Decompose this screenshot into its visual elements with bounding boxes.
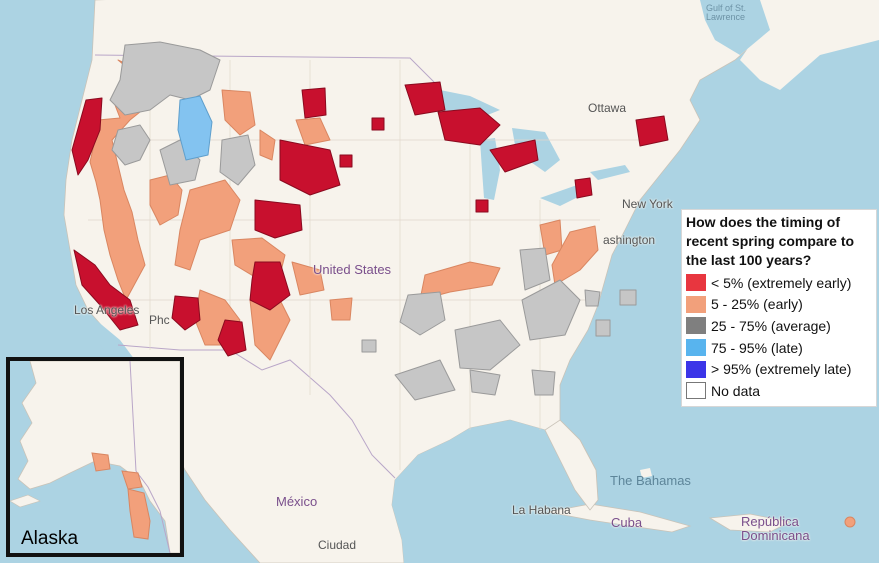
legend-label: 75 - 95% (late) [711,339,803,356]
region-average[interactable] [584,289,601,307]
alaska-coast-islands [10,494,41,508]
region-average[interactable] [219,134,256,186]
region-early[interactable] [89,59,151,301]
legend-item: < 5% (extremely early) [686,272,872,294]
legend-swatch [686,317,706,335]
gulf-st-lawrence [700,0,770,55]
legend-label: 25 - 75% (average) [711,317,831,334]
lake-ontario [590,165,630,180]
legend: How does the timing of recent spring com… [681,209,877,407]
region-extremely-early[interactable] [475,199,489,213]
region-average[interactable] [519,247,551,291]
region-average[interactable] [531,369,556,396]
legend-label: < 5% (extremely early) [711,274,852,291]
region-extremely-early[interactable] [489,139,539,173]
base-map [63,0,879,563]
region-extremely-early[interactable] [437,107,501,146]
label-ottawa: Ottawa [588,101,627,115]
legend-item: > 95% (extremely late) [686,358,872,380]
label-the-bahamas: The Bahamas [610,473,691,488]
region-early[interactable] [174,179,241,271]
region-extremely-early[interactable] [217,319,247,357]
region-extremely-early[interactable] [71,97,103,176]
label-united-states: United States [313,262,392,277]
legend-swatch [686,274,706,292]
region-extremely-early[interactable] [301,87,327,119]
region-early[interactable] [259,129,276,161]
legend-swatch [686,339,706,357]
region-early[interactable] [91,452,111,472]
region-early[interactable] [127,488,151,540]
region-average[interactable] [111,124,151,166]
label-ciudad: Ciudad [318,538,357,552]
label-new-york: New York [622,197,673,211]
label-phoenix: Phc [149,313,170,327]
legend-label: No data [711,382,761,399]
region-early[interactable] [551,225,599,286]
region-average[interactable] [595,319,611,337]
region-extremely-early[interactable] [171,295,201,331]
bahamas [640,468,652,478]
label-cuba: Cuba [611,515,643,530]
map-canvas[interactable]: United States México Ottawa New York ash… [0,0,879,563]
label-washington: ashington [603,233,656,247]
region-average[interactable] [469,369,501,396]
region-late[interactable] [177,95,213,161]
label-republica-dominicana: República Dominicana [741,514,810,543]
region-average[interactable] [361,339,377,353]
florida [544,419,599,511]
legend-swatch [686,382,706,400]
legend-item: No data [686,380,872,402]
region-extremely-early[interactable] [339,154,353,168]
legend-item: 25 - 75% (average) [686,315,872,337]
region-average[interactable] [399,291,446,336]
legend-item: 5 - 25% (early) [686,294,872,316]
us-mexico-border [117,344,396,479]
region-early[interactable] [844,516,856,528]
canada-land [95,0,879,90]
region-average[interactable] [454,319,521,371]
label-gulf-st-lawrence: Gulf of St. Lawrence [706,3,747,22]
legend-swatch [686,295,706,313]
legend-rows: < 5% (extremely early) 5 - 25% (early) 25 … [686,272,872,402]
region-average[interactable] [521,279,581,341]
region-extremely-early[interactable] [574,177,593,199]
region-extremely-early[interactable] [254,199,303,239]
region-early[interactable] [221,89,256,136]
region-early[interactable] [121,470,143,490]
region-extremely-early[interactable] [404,81,446,116]
region-average[interactable] [109,41,221,116]
label-la-habana: La Habana [512,503,571,517]
alaska-label: Alaska [21,528,79,549]
region-early[interactable] [291,261,325,296]
region-average[interactable] [394,359,456,401]
alaska-regions [91,452,151,540]
label-mexico: México [276,494,318,509]
alaska-map [10,361,180,553]
alaska-inset: Alaska [6,357,184,557]
region-early[interactable] [295,117,331,146]
region-extremely-early[interactable] [73,249,139,331]
legend-title: How does the timing of recent spring com… [686,214,855,268]
phenology-regions [71,41,856,528]
region-extremely-early[interactable] [635,115,669,147]
legend-label: > 95% (extremely late) [711,361,852,378]
region-extremely-early[interactable] [279,139,341,196]
region-average[interactable] [619,289,637,306]
label-los-angeles: Los Angeles [74,303,140,317]
legend-label: 5 - 25% (early) [711,296,803,313]
legend-item: 75 - 95% (late) [686,337,872,359]
cuba [547,503,692,533]
region-early[interactable] [329,297,353,321]
region-extremely-early[interactable] [249,261,291,311]
region-extremely-early[interactable] [371,117,385,131]
hispaniola [708,513,792,533]
legend-swatch [686,360,706,378]
